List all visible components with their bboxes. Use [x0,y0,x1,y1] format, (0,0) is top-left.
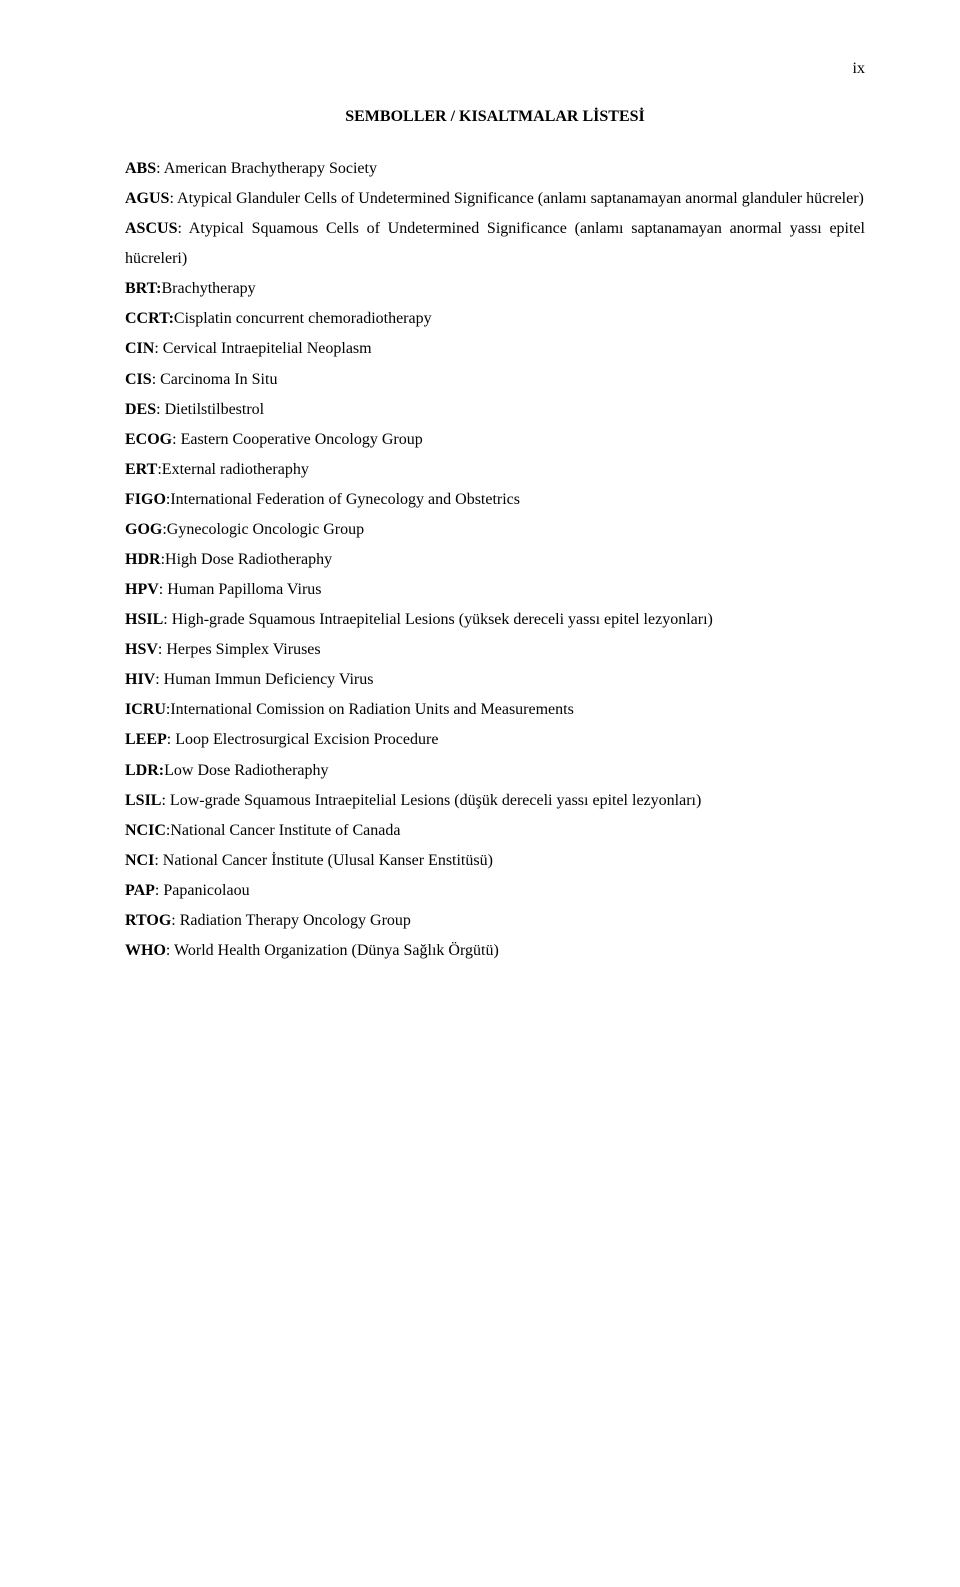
abbreviation-definition: :National Cancer Institute of Canada [166,822,401,839]
abbreviation-definition: : Loop Electrosurgical Excision Procedur… [167,731,439,748]
abbreviation-term: HPV [125,581,159,598]
page-title: SEMBOLLER / KISALTMALAR LİSTESİ [125,108,865,126]
abbreviation-definition: :International Comission on Radiation Un… [166,701,574,718]
abbreviation-term: CIN [125,340,154,357]
abbreviation-term: BRT: [125,280,161,297]
abbreviation-definition: : American Brachytherapy Society [156,160,377,177]
abbreviation-definition: : National Cancer İnstitute (Ulusal Kans… [154,852,493,869]
abbreviation-term: AGUS [125,190,169,207]
abbreviation-definition: Cisplatin concurrent chemoradiotherapy [174,310,432,327]
abbreviation-term: ASCUS [125,220,177,237]
abbreviation-term: LDR: [125,762,164,779]
abbreviation-entry: ICRU:International Comission on Radiatio… [125,695,865,725]
abbreviation-entry: RTOG: Radiation Therapy Oncology Group [125,906,865,936]
abbreviation-entry: GOG:Gynecologic Oncologic Group [125,515,865,545]
abbreviation-term: NCI [125,852,154,869]
abbreviation-entry: HSIL: High-grade Squamous Intraepitelial… [125,605,865,635]
abbreviation-term: HDR [125,551,161,568]
abbreviation-definition: : Dietilstilbestrol [156,401,264,418]
abbreviation-definition: :High Dose Radiotheraphy [161,551,333,568]
abbreviation-definition: : Human Immun Deficiency Virus [155,671,373,688]
abbreviation-definition: Brachytherapy [161,280,255,297]
abbreviation-entry: HIV: Human Immun Deficiency Virus [125,665,865,695]
abbreviation-definition: : Human Papilloma Virus [159,581,322,598]
abbreviation-definition: : Eastern Cooperative Oncology Group [172,431,423,448]
abbreviation-entry: CCRT:Cisplatin concurrent chemoradiother… [125,304,865,334]
abbreviation-entry: LEEP: Loop Electrosurgical Excision Proc… [125,725,865,755]
abbreviation-definition: : Atypical Squamous Cells of Undetermine… [125,220,865,267]
abbreviation-definition: : World Health Organization (Dünya Sağlı… [166,942,499,959]
abbreviation-entry: WHO: World Health Organization (Dünya Sa… [125,936,865,966]
abbreviation-entry: BRT:Brachytherapy [125,274,865,304]
abbreviation-entry: PAP: Papanicolaou [125,876,865,906]
abbreviation-definition: : High-grade Squamous Intraepitelial Les… [163,611,713,628]
abbreviation-definition: :Gynecologic Oncologic Group [162,521,364,538]
abbreviation-term: HSIL [125,611,163,628]
abbreviation-definition: : Radiation Therapy Oncology Group [171,912,411,929]
page-number: ix [125,60,865,78]
abbreviation-term: NCIC [125,822,166,839]
entries-container: ABS: American Brachytherapy SocietyAGUS:… [125,154,865,966]
abbreviation-term: ERT [125,461,157,478]
abbreviation-term: CIS [125,371,152,388]
abbreviation-definition: : Herpes Simplex Viruses [158,641,321,658]
abbreviation-definition: :International Federation of Gynecology … [166,491,520,508]
abbreviation-term: LSIL [125,792,161,809]
abbreviation-entry: AGUS: Atypical Glanduler Cells of Undete… [125,184,865,214]
abbreviation-entry: LSIL: Low-grade Squamous Intraepitelial … [125,786,865,816]
abbreviation-entry: HDR:High Dose Radiotheraphy [125,545,865,575]
abbreviation-entry: ECOG: Eastern Cooperative Oncology Group [125,425,865,455]
abbreviation-definition: : Low-grade Squamous Intraepitelial Lesi… [161,792,701,809]
abbreviation-term: FIGO [125,491,166,508]
abbreviation-entry: CIS: Carcinoma In Situ [125,365,865,395]
abbreviation-definition: Low Dose Radiotheraphy [164,762,328,779]
abbreviation-term: RTOG [125,912,171,929]
abbreviation-term: HIV [125,671,155,688]
abbreviation-term: PAP [125,882,155,899]
abbreviation-entry: ERT:External radiotheraphy [125,455,865,485]
abbreviation-definition: : Cervical Intraepitelial Neoplasm [154,340,371,357]
abbreviation-term: HSV [125,641,158,658]
document-page: ix SEMBOLLER / KISALTMALAR LİSTESİ ABS: … [0,0,960,1026]
abbreviation-term: GOG [125,521,162,538]
abbreviation-entry: FIGO:International Federation of Gynecol… [125,485,865,515]
abbreviation-definition: :External radiotheraphy [157,461,309,478]
abbreviation-entry: DES: Dietilstilbestrol [125,395,865,425]
abbreviation-term: ABS [125,160,156,177]
abbreviation-term: LEEP [125,731,167,748]
abbreviation-entry: ASCUS: Atypical Squamous Cells of Undete… [125,214,865,274]
abbreviation-definition: : Atypical Glanduler Cells of Undetermin… [169,190,863,207]
abbreviation-term: ICRU [125,701,166,718]
abbreviation-term: CCRT: [125,310,174,327]
abbreviation-entry: HPV: Human Papilloma Virus [125,575,865,605]
abbreviation-entry: NCIC:National Cancer Institute of Canada [125,816,865,846]
abbreviation-entry: ABS: American Brachytherapy Society [125,154,865,184]
abbreviation-term: ECOG [125,431,172,448]
abbreviation-entry: NCI: National Cancer İnstitute (Ulusal K… [125,846,865,876]
abbreviation-entry: LDR:Low Dose Radiotheraphy [125,756,865,786]
abbreviation-term: DES [125,401,156,418]
abbreviation-definition: : Papanicolaou [155,882,250,899]
abbreviation-term: WHO [125,942,166,959]
abbreviation-entry: HSV: Herpes Simplex Viruses [125,635,865,665]
abbreviation-entry: CIN: Cervical Intraepitelial Neoplasm [125,334,865,364]
abbreviation-definition: : Carcinoma In Situ [152,371,278,388]
